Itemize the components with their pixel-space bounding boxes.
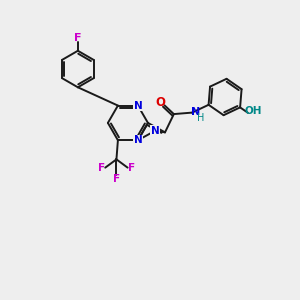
Text: O: O <box>155 96 165 109</box>
Text: N: N <box>134 135 142 145</box>
Text: F: F <box>98 163 105 172</box>
Text: F: F <box>128 163 135 172</box>
Text: N: N <box>134 100 142 111</box>
Text: F: F <box>113 174 120 184</box>
Text: OH: OH <box>245 106 262 116</box>
Text: N: N <box>191 107 201 117</box>
Text: F: F <box>74 33 82 43</box>
Text: H: H <box>197 113 204 123</box>
Text: N: N <box>151 126 159 136</box>
